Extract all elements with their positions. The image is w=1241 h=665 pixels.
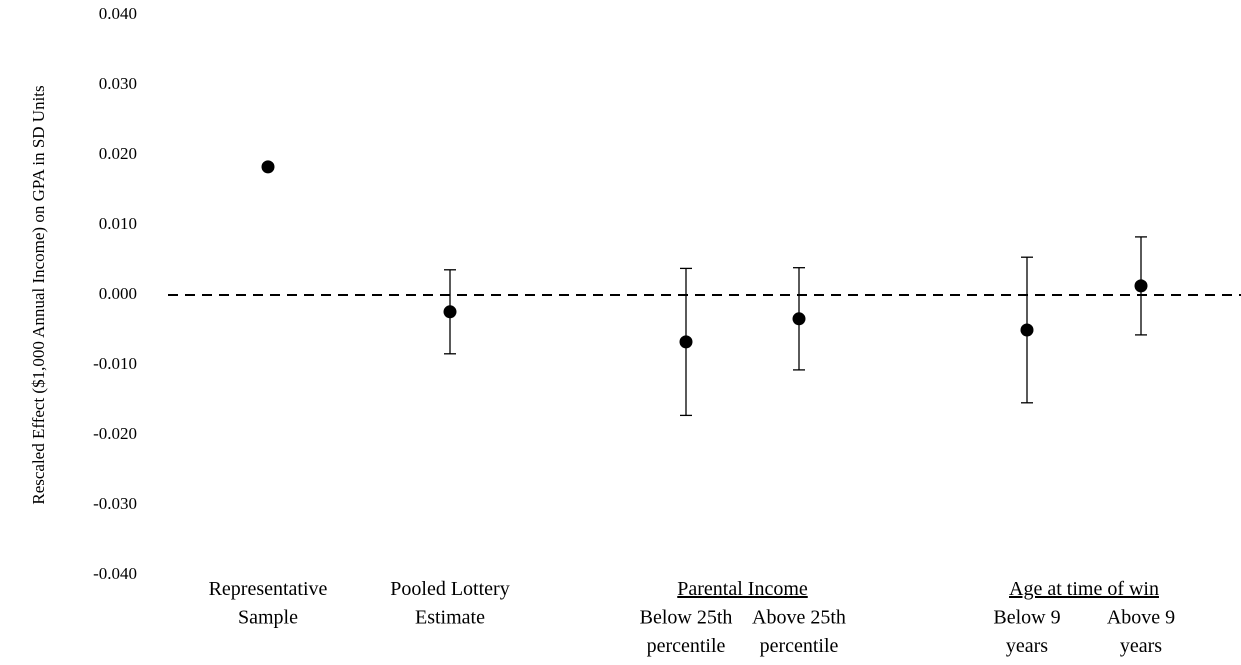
x-tick-label: Representative	[209, 578, 328, 600]
x-tick-label: years	[1006, 635, 1048, 657]
x-tick-label: Below 25th	[640, 607, 733, 629]
x-tick-label: percentile	[760, 635, 839, 657]
y-tick-label: -0.040	[93, 564, 137, 583]
point	[443, 305, 457, 319]
y-tick-label: -0.010	[93, 354, 137, 373]
y-tick-label: 0.000	[99, 284, 137, 303]
x-tick-label: Above 25th	[752, 607, 846, 629]
point	[1134, 279, 1148, 293]
group-label: Age at time of win	[1009, 578, 1159, 600]
point	[679, 335, 693, 349]
group-label: Parental Income	[677, 578, 808, 600]
x-tick-label: years	[1120, 635, 1162, 657]
y-axis-title: Rescaled Effect ($1,000 Annual Income) o…	[29, 85, 48, 504]
y-tick-label: -0.020	[93, 424, 137, 443]
x-tick-label: Sample	[238, 607, 298, 629]
x-tick-label: Below 9	[993, 607, 1060, 629]
y-tick-label: 0.010	[99, 214, 137, 233]
point	[792, 312, 806, 326]
x-tick-label: Above 9	[1107, 607, 1175, 629]
y-tick-label: 0.020	[99, 144, 137, 163]
point	[1020, 323, 1034, 337]
x-tick-label: Pooled Lottery	[390, 578, 509, 600]
point	[261, 160, 275, 174]
y-tick-label: 0.040	[99, 4, 137, 23]
y-tick-label: 0.030	[99, 74, 137, 93]
y-tick-label: -0.030	[93, 494, 137, 513]
x-tick-label: Estimate	[415, 607, 485, 629]
x-tick-label: percentile	[647, 635, 726, 657]
